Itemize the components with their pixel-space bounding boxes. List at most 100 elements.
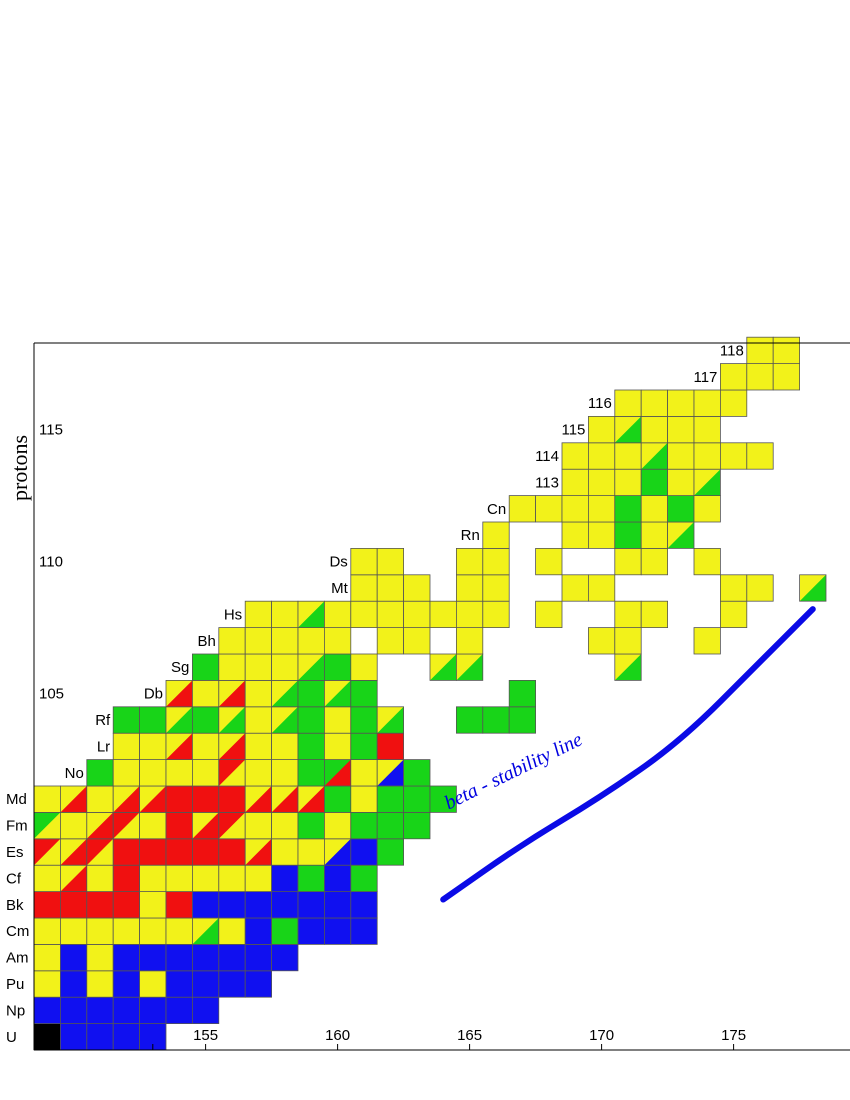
nuclide-cell-z101-n158-upper [271, 786, 298, 813]
nuclide-cell-z104-n155 [191, 706, 220, 734]
nuclide-cell-z109-n169 [561, 574, 589, 602]
nuclide-cell-z109-n162 [376, 574, 405, 602]
nuclide-cell-z108-n164 [429, 600, 457, 629]
nuclide-cell-z114-n175 [720, 442, 748, 470]
element-label-100: Fm [6, 818, 28, 835]
element-label-94: Pu [6, 976, 24, 993]
nuclide-cell-z100-n162 [376, 812, 405, 840]
nuclide-cell-z96-n152 [112, 917, 140, 945]
beta-stability-line [440, 606, 816, 903]
nuclide-cell-z104-n162-border [376, 706, 405, 734]
nuclide-cell-z113-n173 [667, 468, 695, 497]
nuclide-cell-z116-n172 [640, 389, 669, 417]
nuclide-cell-z108-n166 [482, 600, 510, 629]
nuclide-cell-z105-n155 [191, 680, 220, 708]
nuclide-cell-z101-n162 [376, 785, 405, 813]
nuclide-cell-z100-n151-upper [86, 812, 114, 839]
x-tick-label-160: 160 [325, 1027, 350, 1044]
nuclide-cell-z113-n172 [640, 468, 669, 497]
nuclide-cell-z101-n151 [86, 785, 114, 813]
nuclide-cell-z94-n150 [60, 970, 88, 998]
element-label-105: Db [144, 686, 163, 703]
element-label-93: Np [6, 1002, 25, 1019]
nuclide-cell-z105-n157 [244, 680, 272, 708]
nuclide-cell-z104-n165 [455, 706, 484, 734]
nuclide-cell-z107-n171 [614, 627, 642, 655]
nuclide-cell-z109-n166 [482, 574, 510, 602]
nuclide-cell-z93-n150 [60, 996, 88, 1025]
nuclide-cell-z99-n161 [350, 838, 378, 866]
nuclide-cell-z99-n156 [218, 838, 246, 866]
nuclide-cell-z100-n154 [165, 812, 193, 840]
y-tick-label-110: 110 [39, 554, 63, 571]
nuclide-cell-z114-n176 [746, 442, 774, 470]
nuclide-cell-z96-n151 [86, 917, 114, 945]
nuclide-cell-z111-n170 [588, 521, 616, 549]
nuclide-cell-z97-n155 [191, 891, 220, 919]
nuclide-cell-z93-n154 [165, 996, 193, 1025]
nuclide-cell-z100-n156-upper [218, 812, 246, 839]
nuclide-cell-z95-n152 [112, 944, 140, 972]
nuclide-cell-z96-n155-upper [192, 918, 219, 945]
nuclide-cell-z92-n149 [33, 1023, 61, 1051]
nuclide-cell-z95-n150 [60, 944, 88, 972]
nuclide-cell-z105-n154-upper [166, 680, 193, 707]
nuclide-cell-z93-n155 [191, 996, 220, 1025]
nuclide-cell-z101-n152-upper [113, 786, 140, 813]
nuclide-cell-z97-n151 [86, 891, 114, 919]
nuclide-cell-z99-n150-upper [60, 838, 87, 866]
nuclide-cell-z109-n161 [350, 574, 378, 602]
nuclide-cell-z95-n157 [244, 944, 272, 972]
nuclide-cell-z93-n153 [139, 996, 167, 1025]
nuclide-cell-z100-n152-upper [113, 812, 140, 839]
nuclide-cell-z96-n149 [33, 917, 61, 945]
nuclide-cell-z96-n160 [323, 917, 352, 945]
nuclide-cell-z93-n151 [86, 996, 114, 1025]
nuclide-cell-z114-n174 [693, 442, 721, 470]
nuclide-cell-z100-n163 [403, 812, 431, 840]
nuclide-cell-z116-n171 [614, 389, 642, 417]
nuclide-cell-z104-n161 [350, 706, 378, 734]
nuclide-cell-z114-n172-upper [641, 442, 668, 470]
nuclide-cell-z118-n176 [746, 336, 774, 365]
nuclide-cell-z102-n162-upper [377, 759, 404, 786]
nuclide-cell-z103-n156-upper [218, 733, 246, 760]
nuclide-cell-z103-n157 [244, 732, 272, 761]
stability-line-annotation: beta - stability line [441, 728, 586, 814]
nuclide-cell-z109-n178-border [799, 574, 827, 602]
nuclide-cell-z104-n166 [482, 706, 510, 734]
nuclide-cell-z107-n156 [218, 627, 246, 655]
nuclide-cell-z115-n171-upper [614, 416, 642, 443]
nuclide-cell-z116-n174 [693, 389, 721, 417]
nuclide-cell-z117-n177 [772, 363, 801, 391]
nuclide-cell-z101-n156 [218, 785, 246, 813]
nuclide-cell-z105-n158-upper [271, 680, 298, 707]
nuclide-cell-z117-n176 [746, 363, 774, 391]
nuclide-cell-z95-n156 [218, 944, 246, 972]
nuclide-cell-z97-n154 [165, 891, 193, 919]
nuclide-cell-z101-n164 [429, 785, 457, 813]
nuclide-cell-z102-n151 [86, 759, 114, 787]
element-label-107: Bh [197, 633, 215, 650]
nuclide-cell-z106-n156 [218, 653, 246, 681]
nuclide-cell-z106-n157 [244, 653, 272, 681]
element-label-92: U [6, 1029, 17, 1046]
nuclide-cell-z101-n155 [191, 785, 220, 813]
x-tick-label-175: 175 [721, 1027, 746, 1044]
nuclide-cell-z112-n173 [667, 495, 695, 523]
nuclide-cell-z99-n155 [191, 838, 220, 866]
nuclide-cell-z102-n156-upper [218, 759, 246, 786]
nuclide-cell-z99-n157-upper [245, 838, 272, 866]
nuclide-cell-z98-n152 [112, 864, 140, 893]
nuclide-cell-z103-n160 [323, 732, 352, 761]
nuclide-cell-z101-n150-upper [60, 786, 87, 813]
nuclide-cell-z100-n159 [297, 812, 325, 840]
nuclide-cell-z101-n161 [350, 785, 378, 813]
nuclide-cell-z100-n155-upper [192, 812, 219, 839]
nuclide-cell-z97-n156 [218, 891, 246, 919]
nuclide-cell-z102-n152 [112, 759, 140, 787]
nuclide-cell-z98-n156 [218, 864, 246, 893]
nuclide-cell-z103-n158 [271, 732, 299, 761]
element-label-109: Mt [331, 580, 348, 597]
